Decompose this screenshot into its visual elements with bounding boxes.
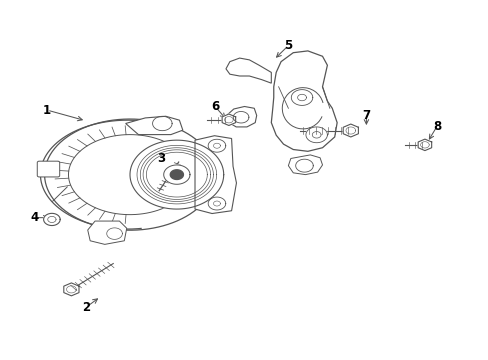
Polygon shape [44,119,215,230]
Text: 5: 5 [284,39,292,52]
Text: 3: 3 [157,152,165,165]
Polygon shape [288,155,322,175]
Polygon shape [125,116,183,135]
Polygon shape [43,213,60,225]
Polygon shape [163,165,189,184]
Text: 6: 6 [211,100,219,113]
Polygon shape [195,136,236,213]
Polygon shape [225,58,271,83]
Text: 1: 1 [43,104,51,117]
Polygon shape [130,140,223,209]
Text: 7: 7 [362,109,370,122]
Polygon shape [63,283,79,296]
Text: 8: 8 [432,120,440,133]
Text: 4: 4 [31,211,39,224]
Polygon shape [343,124,358,137]
Polygon shape [271,51,336,151]
Polygon shape [170,170,183,179]
FancyBboxPatch shape [37,161,60,177]
Text: 2: 2 [82,301,90,314]
Polygon shape [227,107,256,127]
Polygon shape [295,159,313,172]
Polygon shape [233,112,248,123]
Polygon shape [305,127,327,143]
Polygon shape [87,221,126,244]
Polygon shape [291,90,312,105]
Polygon shape [222,114,235,126]
Polygon shape [417,139,431,150]
